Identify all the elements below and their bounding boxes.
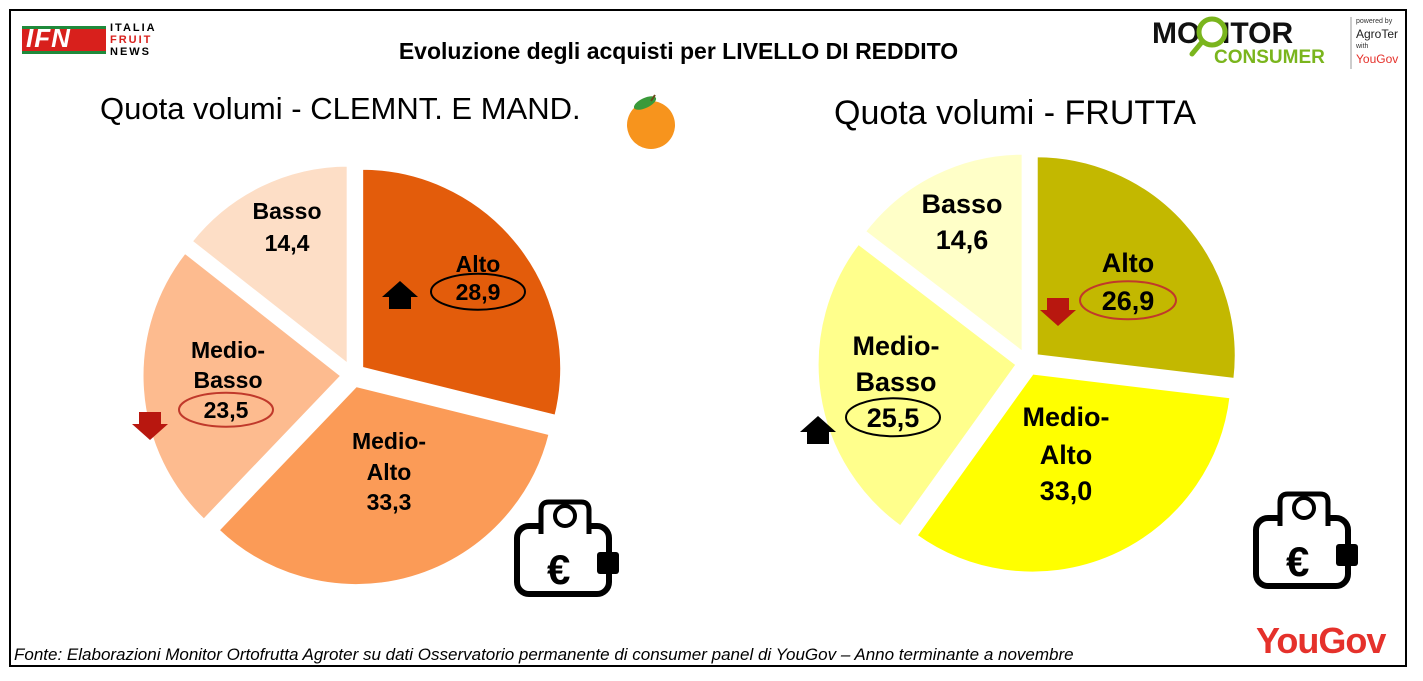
chart-title-clementine: Quota volumi - CLEMNT. E MAND. (100, 91, 581, 126)
source-note: Fonte: Elaborazioni Monitor Ortofrutta A… (14, 645, 1074, 664)
ifn-logo-line3: NEWS (110, 46, 151, 58)
slice-label-medio-alto: Medio- (1023, 402, 1110, 432)
up-arrow-icon (800, 416, 836, 444)
slice-value-alto: 28,9 (456, 279, 501, 305)
down-arrow-icon (132, 412, 168, 440)
consumer-word: CONSUMER (1214, 47, 1325, 68)
ifn-logo-box (22, 26, 106, 54)
slice-label-medio-alto: Alto (367, 459, 412, 485)
slice-value-medio-alto: 33,0 (1040, 476, 1093, 506)
slice-label-medio-alto: Alto (1040, 440, 1092, 470)
pie-chart-clementine: Alto28,9Medio-Alto33,3Medio-Basso23,5Bas… (132, 163, 564, 588)
value-highlight-oval (845, 397, 941, 438)
wallet-euro-icon: € (1253, 491, 1358, 589)
with-text: with (1355, 43, 1369, 50)
svg-text:€: € (547, 546, 570, 593)
orange-icon (627, 94, 675, 149)
monitor-consumer-logo: MONITOR CONSUMER powered by AgroTer with… (1152, 16, 1398, 69)
slice-label-medio-basso: Medio- (191, 337, 265, 363)
ifn-logo-line2: FRUIT (110, 34, 153, 46)
pie-slice-basso (862, 151, 1025, 357)
slice-label-medio-alto: Medio- (352, 428, 426, 454)
slice-value-medio-basso: 23,5 (204, 397, 249, 423)
pie-slice-medio-basso (815, 240, 1020, 530)
slice-label-medio-basso: Basso (193, 367, 262, 393)
slice-value-basso: 14,6 (936, 225, 989, 255)
yougov-small-text: YouGov (1356, 52, 1398, 66)
pie-chart-frutta: Alto 26,9 Medio- Alto 33,0 Medio- Basso 25,5 Bas… (800, 151, 1238, 575)
value-highlight-oval (1079, 280, 1177, 321)
slice-label-medio-basso: Basso (855, 367, 936, 397)
pie-slice-basso (188, 163, 350, 369)
value-highlight-oval (178, 391, 274, 428)
slice-value-basso: 14,4 (265, 230, 310, 256)
pie-slice-alto (1034, 154, 1238, 382)
yougov-logo: YouGov (1256, 620, 1386, 661)
powered-by-text: powered by (1356, 18, 1393, 25)
down-arrow-icon (1040, 298, 1076, 326)
pie-slice-alto (360, 166, 564, 419)
slice-label-basso: Basso (921, 189, 1002, 219)
slice-value-medio-alto: 33,3 (367, 489, 412, 515)
ifn-logo-line1: ITALIA (110, 22, 157, 34)
value-highlight-oval (430, 272, 526, 311)
slice-value-alto: 26,9 (1102, 286, 1155, 316)
magnifier-icon (1196, 16, 1228, 48)
up-arrow-icon (382, 281, 418, 309)
slice-label-medio-basso: Medio- (853, 331, 940, 361)
agroter-text: AgroTer (1356, 27, 1398, 41)
pie-slice-medio-alto (913, 371, 1233, 575)
wallet-euro-icon: € (514, 499, 619, 597)
pie-slice-medio-basso (140, 249, 345, 523)
pie-slice-medio-alto (215, 383, 552, 588)
slice-label-basso: Basso (252, 198, 321, 224)
page-title: Evoluzione degli acquisti per LIVELLO DI… (398, 38, 959, 64)
svg-text:€: € (1286, 538, 1309, 585)
chart-title-frutta: Quota volumi - FRUTTA (834, 94, 1197, 132)
ifn-logo: IFN ITALIA FRUIT NEWS (22, 20, 162, 60)
slice-label-alto: Alto (456, 251, 501, 277)
ifn-logo-letters: IFN (26, 23, 71, 53)
magnifier-handle (1189, 39, 1205, 57)
slice-label-alto: Alto (1102, 248, 1154, 278)
slice-value-medio-basso: 25,5 (867, 403, 920, 433)
